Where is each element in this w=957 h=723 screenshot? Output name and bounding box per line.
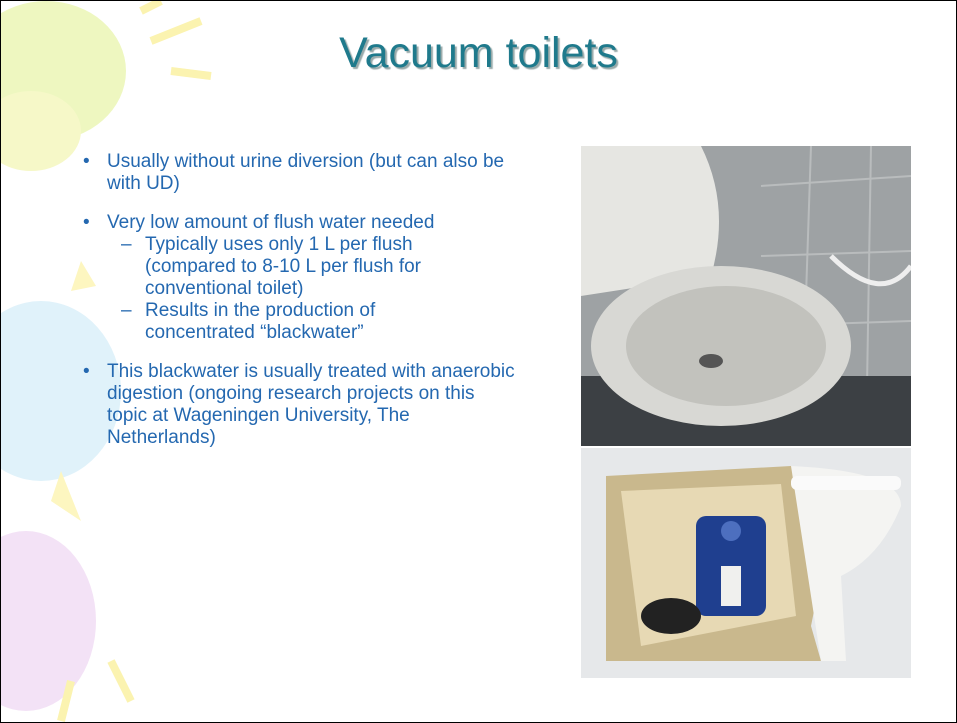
bullet: This blackwater is usually treated with … bbox=[83, 361, 543, 449]
sub-bullet-list: Typically uses only 1 L per flush (compa… bbox=[107, 234, 543, 344]
toilet-photos bbox=[581, 146, 911, 678]
bullet: Usually without urine diversion (but can… bbox=[83, 151, 543, 195]
sub-bullet: Results in the production of concentrate… bbox=[107, 300, 543, 344]
bullet-text: Usually without urine diversion (but can… bbox=[107, 151, 517, 195]
sub-bullet-text: Results in the production of concentrate… bbox=[145, 300, 485, 344]
sub-bullet-text: Typically uses only 1 L per flush (compa… bbox=[145, 234, 485, 300]
bullet-text: Very low amount of flush water needed bbox=[107, 212, 517, 234]
bullet: Very low amount of flush water needed Ty… bbox=[83, 212, 543, 344]
bullet-list: Usually without urine diversion (but can… bbox=[83, 151, 543, 466]
sub-bullet: Typically uses only 1 L per flush (compa… bbox=[107, 234, 543, 300]
bullet-text: This blackwater is usually treated with … bbox=[107, 361, 517, 449]
slide-title: Vacuum toilets bbox=[1, 29, 956, 78]
slide: Vacuum toilets Usually without urine div… bbox=[0, 0, 957, 723]
